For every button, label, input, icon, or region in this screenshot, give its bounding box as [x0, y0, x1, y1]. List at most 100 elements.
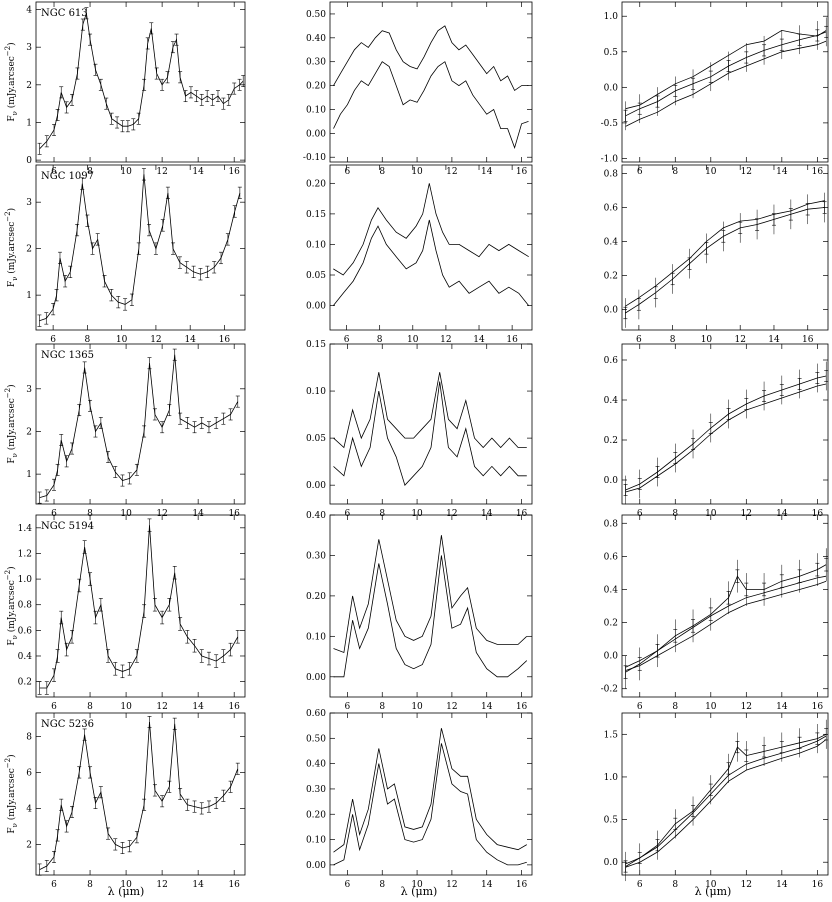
x-axis-title-col2: λ (μm) — [695, 885, 732, 898]
x-tick-label: 8 — [87, 880, 93, 890]
y-tick-label: 0.10 — [306, 105, 326, 115]
x-tick-label: 8 — [379, 702, 385, 712]
plot-frame — [35, 1, 246, 163]
y-tick-label: 0.10 — [306, 836, 326, 846]
plot-frame — [329, 712, 533, 876]
series-0-line — [39, 525, 239, 689]
x-tick-label: 6 — [51, 167, 57, 177]
plot-frame — [329, 343, 533, 505]
plot-frame — [621, 514, 829, 698]
x-tick-label: 12 — [446, 167, 457, 177]
galaxy-label: NGC 5236 — [41, 719, 94, 730]
series-1-line — [332, 219, 530, 306]
y-tick-label: 0.00 — [306, 302, 326, 312]
y-tick-label: 0.30 — [306, 785, 326, 795]
x-tick-label: 8 — [87, 702, 93, 712]
y-tick-label: 0.6 — [18, 626, 33, 636]
y-tick-label: 0.15 — [306, 340, 326, 350]
x-tick-label: 8 — [379, 509, 385, 519]
x-tick-label: 16 — [516, 509, 528, 519]
x-tick-label: 6 — [345, 880, 351, 890]
galaxy-label: NGC 1365 — [41, 350, 94, 361]
y-tick-label: 0.20 — [306, 810, 326, 820]
x-tick-label: 8 — [672, 880, 678, 890]
y-tick-label: 3 — [26, 198, 32, 208]
y-tick-label: 0.6 — [604, 356, 619, 366]
x-tick-label: 12 — [741, 880, 752, 890]
x-tick-label: 12 — [741, 702, 752, 712]
x-tick-label: 10 — [701, 335, 713, 345]
panel-r4c1: 6 8 10 12 14 16 0.00 0.10 0.20 0.30 0.40 0.50 0.60 — [306, 709, 533, 890]
series-1-line — [625, 735, 827, 865]
y-tick-label: 0.60 — [306, 709, 326, 719]
x-tick-label: 6 — [51, 880, 57, 890]
x-tick-label: 6 — [51, 509, 57, 519]
x-tick-label: 10 — [120, 167, 132, 177]
series-0-line — [39, 721, 239, 870]
y-tick-label: 0.50 — [306, 734, 326, 744]
y-tick-label: 0.10 — [306, 240, 326, 250]
x-tick-label: 16 — [506, 335, 518, 345]
x-tick-label: 8 — [85, 335, 91, 345]
x-tick-label: 8 — [379, 167, 385, 177]
x-tick-label: 14 — [192, 509, 204, 519]
x-tick-label: 16 — [219, 335, 231, 345]
plot-frame — [35, 343, 246, 505]
x-tick-label: 6 — [345, 702, 351, 712]
panel-r1c2: 6 8 10 12 14 16 0.0 0.2 0.4 0.6 0.8 — [604, 164, 829, 345]
y-tick-label: 3 — [26, 43, 32, 53]
panel-r4c0: 6 8 10 12 14 16 2 4 6 8 NGC 5236 Fν (mJy.arcsec−2) — [4, 712, 246, 890]
series-1-line — [333, 381, 527, 486]
x-tick-label: 12 — [734, 335, 745, 345]
y-axis-title: Fν (mJy.arcsec−2) — [4, 384, 19, 463]
y-tick-label: 1.0 — [604, 12, 619, 22]
y-axis-title: Fν (mJy.arcsec−2) — [4, 42, 19, 121]
x-tick-label: 12 — [440, 335, 451, 345]
y-tick-label: 1.0 — [18, 575, 33, 585]
plot-frame — [35, 712, 246, 876]
x-tick-label: 12 — [446, 509, 457, 519]
series-1-line — [333, 61, 529, 149]
y-tick-label: 3 — [26, 385, 32, 395]
y-tick-label: 0.50 — [306, 10, 326, 20]
panel-r3c2: 6 8 10 12 14 16 -0.2 0.0 0.2 0.4 0.6 0.8 — [601, 514, 829, 712]
x-tick-label: 16 — [228, 167, 240, 177]
x-tick-label: 10 — [120, 509, 132, 519]
x-tick-label: 10 — [705, 167, 717, 177]
y-tick-label: 0.2 — [604, 619, 618, 629]
x-tick-label: 10 — [407, 335, 419, 345]
x-tick-label: 12 — [156, 167, 167, 177]
y-tick-label: 0 — [26, 156, 32, 166]
x-tick-label: 6 — [345, 167, 351, 177]
y-tick-label: 0.8 — [18, 601, 33, 611]
x-tick-label: 14 — [776, 509, 788, 519]
panel-r0c1: 6 8 10 12 14 16 -0.10 0.00 0.10 0.20 0.30 0.40 0.50 — [303, 1, 533, 177]
x-tick-label: 6 — [637, 702, 643, 712]
x-tick-label: 14 — [184, 335, 196, 345]
y-tick-label: 0.4 — [604, 396, 619, 406]
y-tick-label: 0.10 — [306, 387, 326, 397]
x-tick-label: 14 — [776, 167, 788, 177]
y-tick-label: 0.4 — [604, 238, 619, 248]
y-tick-label: 1 — [26, 291, 32, 301]
series-1-line — [625, 383, 827, 493]
x-tick-label: 16 — [516, 167, 528, 177]
x-tick-label: 16 — [228, 702, 240, 712]
x-tick-label: 8 — [379, 880, 385, 890]
y-tick-label: 0.00 — [306, 129, 326, 139]
y-tick-label: 0.6 — [604, 552, 619, 562]
x-tick-label: 12 — [150, 335, 161, 345]
y-tick-label: 0.10 — [306, 632, 326, 642]
x-axis-title-col1: λ (μm) — [401, 885, 438, 898]
plot-frame — [621, 712, 829, 876]
panel-r1c1: 6 8 10 12 14 16 0.00 0.05 0.10 0.15 0.20 — [306, 164, 533, 345]
x-tick-label: 12 — [741, 509, 752, 519]
x-tick-label: 14 — [192, 167, 204, 177]
series-0-line — [625, 564, 827, 673]
y-tick-label: 0.2 — [604, 436, 618, 446]
x-tick-label: 10 — [705, 509, 717, 519]
y-tick-label: -0.5 — [601, 119, 619, 129]
x-tick-label: 8 — [670, 335, 676, 345]
